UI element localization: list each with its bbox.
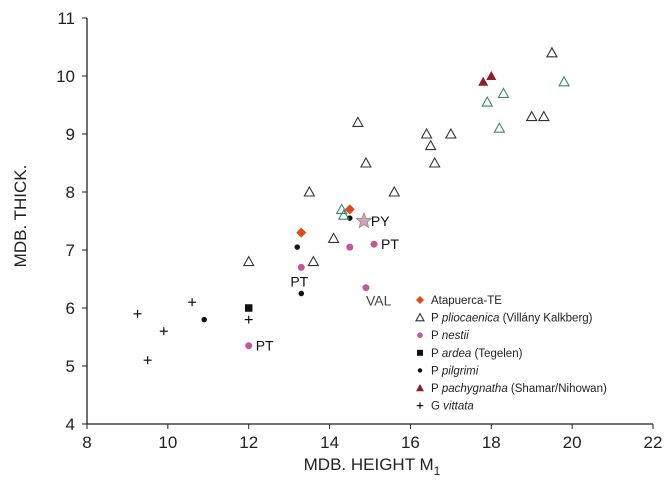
legend-marker [417, 349, 423, 356]
annotation-label: PT [381, 236, 399, 252]
data-point-series-6 [478, 76, 489, 86]
data-point-series-5 [298, 290, 305, 297]
data-point-extra-open-triangle-green [497, 87, 510, 98]
x-axis-title: MDB. HEIGHT M1 [304, 455, 441, 478]
data-point-series-7 [159, 327, 168, 336]
data-points [133, 46, 570, 365]
data-point-series-2 [388, 185, 401, 197]
data-point-series-2 [444, 127, 457, 139]
y-tick-label: 4 [66, 415, 75, 434]
y-tick-label: 7 [66, 241, 75, 260]
data-point-series-3 [362, 284, 370, 292]
y-tick-label: 9 [66, 125, 75, 144]
legend-entry-label: G vittata [431, 401, 474, 413]
data-point-extra-open-triangle-green [337, 209, 350, 220]
x-tick-label: 22 [644, 433, 663, 452]
legend-marker [415, 312, 425, 322]
axes [86, 18, 653, 425]
data-point-series-7 [143, 356, 152, 365]
x-tick-label: 8 [82, 433, 91, 452]
annotation-label: PT [290, 273, 308, 289]
data-point-series-3 [245, 342, 253, 350]
y-tick-label: 5 [66, 357, 75, 376]
annotation-label: PY [371, 213, 390, 229]
data-point-series-2 [525, 110, 538, 122]
annotations: PT PT PY PT VAL [256, 213, 400, 354]
data-point-extra-open-triangle-green [493, 122, 506, 133]
x-tick-label: 18 [482, 433, 501, 452]
legend-marker [417, 332, 423, 339]
x-tick-label: 12 [239, 433, 258, 452]
legend-entry-label: P pliocaenica (Villány Kalkberg) [431, 313, 593, 325]
legend-marker [416, 296, 424, 304]
legend-entry-label: P pachygnatha (Shamar/Nihowan) [431, 383, 607, 395]
y-tick-label: 6 [66, 299, 75, 318]
y-axis-title: MDB. THICK. [11, 165, 30, 268]
legend-marker [416, 402, 424, 409]
data-point-extra-open-triangle-green [558, 75, 570, 87]
data-point-series-2 [428, 156, 441, 168]
data-point-series-3 [346, 243, 354, 251]
data-point-series-2 [303, 185, 316, 197]
data-point-extra-open-triangle-green [481, 95, 494, 107]
data-point-series-2 [420, 127, 433, 139]
tick-labels: 8 10 12 14 16 18 20 22 4 5 6 7 8 9 10 11 [56, 9, 662, 452]
x-tick-label: 20 [563, 433, 582, 452]
annotation-label: PT [256, 338, 274, 354]
data-point-series-7 [188, 298, 197, 307]
legend-marker [416, 384, 424, 392]
x-tick-label: 16 [401, 433, 420, 452]
data-point-series-2 [307, 255, 320, 267]
legend-entry-label: Atapuerca-TE [431, 295, 502, 307]
data-point-series-1 [296, 227, 307, 238]
legend-entry-label: P nestii [431, 330, 469, 342]
legend-entry-label: P ardea (Tegelen) [431, 348, 523, 360]
data-point-series-5 [294, 244, 300, 250]
data-point-series-7 [244, 315, 253, 324]
data-point-series-3 [297, 263, 305, 271]
data-point-series-5 [201, 316, 207, 323]
annotation-label: VAL [366, 293, 392, 309]
data-point-series-7 [133, 309, 142, 318]
data-point-series-2 [424, 139, 437, 151]
data-point-series-2 [327, 232, 340, 243]
y-tick-label: 11 [57, 9, 75, 28]
data-point-series-6 [486, 71, 497, 80]
y-tick-label: 8 [66, 183, 75, 202]
x-tick-label: 10 [158, 433, 177, 452]
data-point-series-2 [537, 110, 550, 122]
data-point-series-1 [344, 204, 355, 215]
data-point-series-2 [360, 156, 372, 168]
data-point-series-4 [244, 304, 253, 312]
x-axis-title-subscript: 1 [434, 464, 441, 478]
data-point-extra-star [355, 211, 373, 229]
data-point-series-2 [545, 46, 558, 58]
legend: Atapuerca-TE P pliocaenica (Villány Kalkb… [415, 295, 607, 413]
data-point-series-2 [242, 255, 255, 267]
legend-marker [417, 368, 423, 373]
data-point-series-3 [370, 240, 378, 248]
data-point-series-2 [351, 116, 364, 127]
x-axis-title-main: MDB. HEIGHT M [304, 455, 434, 474]
legend-entry-label: P pilgrimi [431, 365, 479, 377]
x-tick-label: 14 [320, 433, 339, 452]
y-tick-label: 10 [56, 67, 75, 86]
